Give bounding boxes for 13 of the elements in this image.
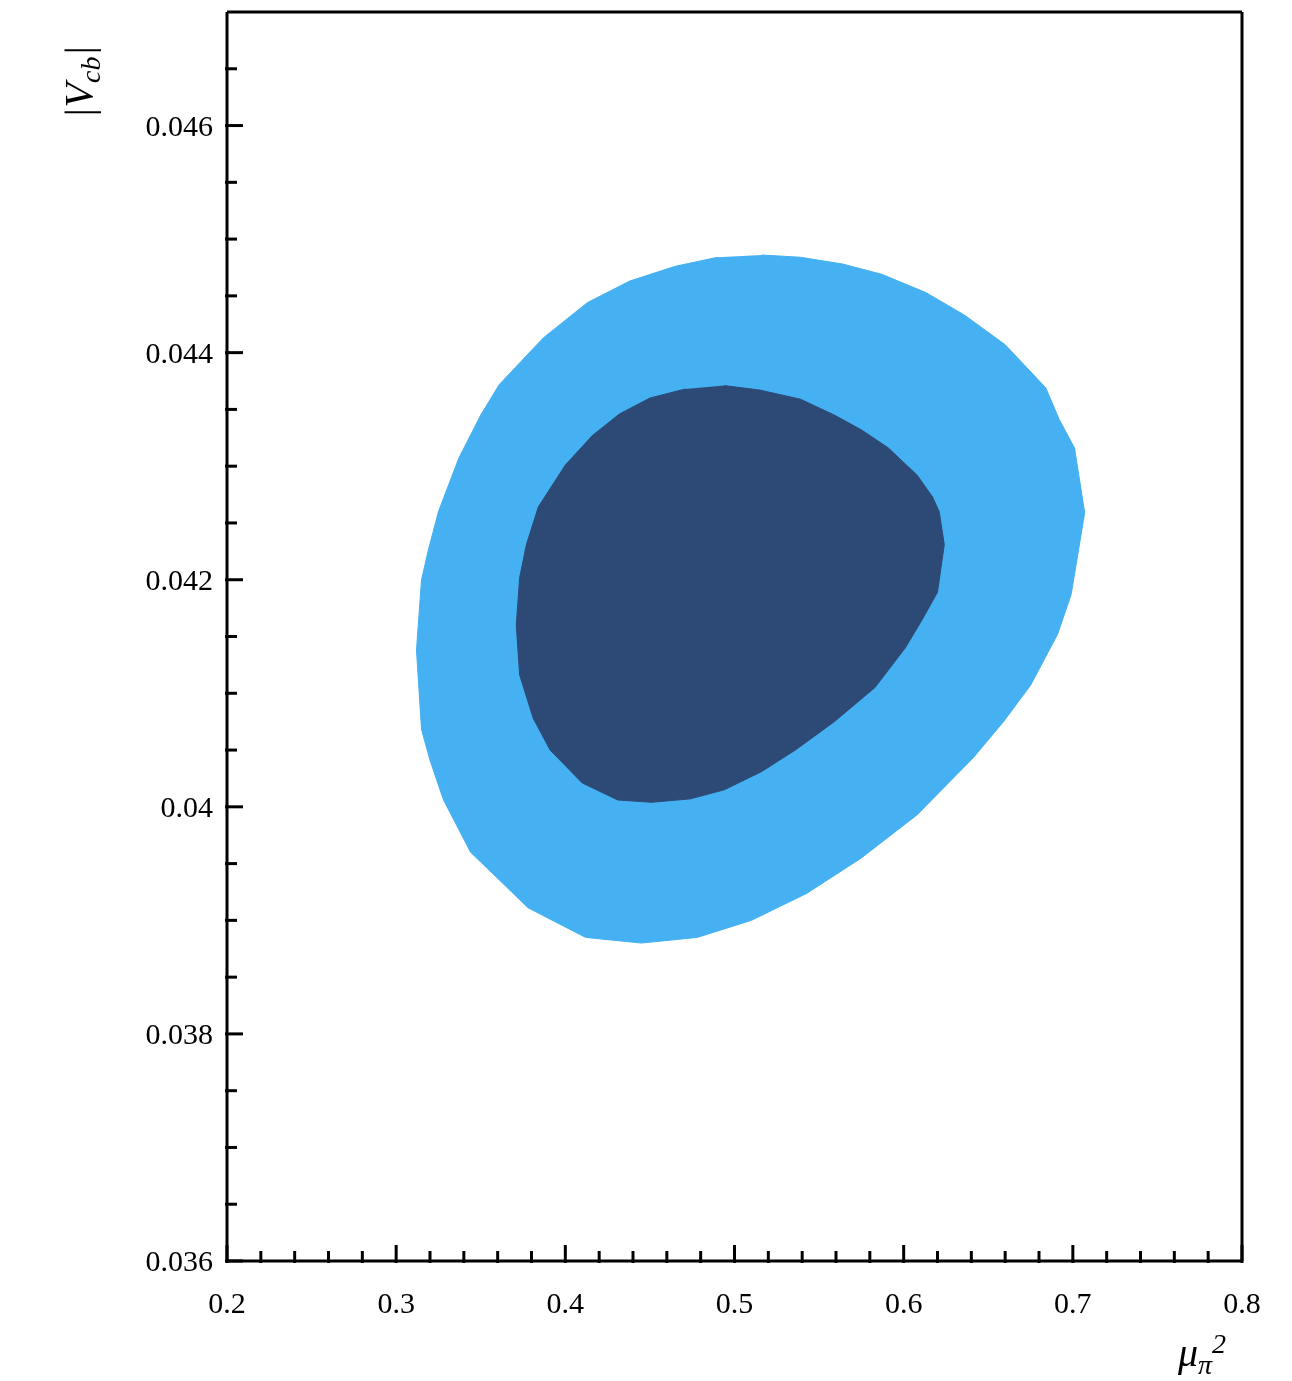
x-tick-label: 0.6 (884, 1286, 923, 1319)
y-tick-label: 0.036 (145, 1244, 213, 1277)
y-tick-label: 0.042 (145, 562, 213, 596)
y-tick-label: 0.046 (145, 108, 213, 142)
x-tick-label: 0.4 (546, 1286, 585, 1319)
y-tick-label: 0.044 (145, 335, 213, 369)
x-tick-label: 0.3 (377, 1286, 415, 1319)
y-tick-label: 0.038 (145, 1016, 213, 1050)
y-tick-label: 0.04 (160, 789, 213, 823)
x-tick-label: 0.5 (715, 1286, 754, 1319)
x-tick-label: 0.7 (1054, 1286, 1092, 1319)
x-tick-label: 0.2 (208, 1286, 246, 1319)
x-tick-label: 0.8 (1223, 1286, 1261, 1319)
